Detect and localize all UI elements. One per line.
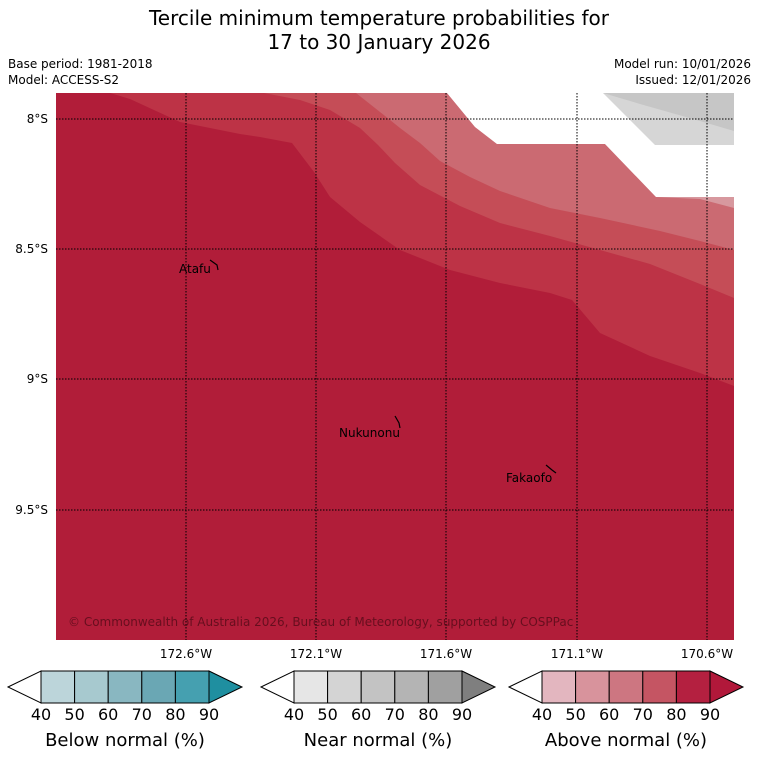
place-atafu: Atafu xyxy=(179,262,211,276)
near-tick-70: 70 xyxy=(384,705,405,724)
near-tick-60: 60 xyxy=(351,705,372,724)
cbar-above-seg-2 xyxy=(575,670,610,704)
below-tick-90: 90 xyxy=(198,705,220,724)
near-tick-40: 40 xyxy=(283,705,305,724)
place-labels: Atafu Nukunonu Fakaofo xyxy=(179,262,552,485)
below-tick-60: 60 xyxy=(98,705,119,724)
map-gridlines xyxy=(56,93,734,640)
colorbar-near-normal xyxy=(259,670,497,704)
issued-date: Issued: 12/01/2026 xyxy=(635,73,751,87)
colorbar-label-above-normal: Above normal (%) xyxy=(544,730,708,751)
colorbar-above-normal xyxy=(507,670,745,704)
cbar-near-seg-2 xyxy=(327,670,362,704)
above-tick-70: 70 xyxy=(632,705,653,724)
coastlines xyxy=(209,259,557,474)
lon-label-172-6w: 172.6°W xyxy=(160,647,212,661)
lat-label-8s: 8°S xyxy=(27,112,48,126)
lon-label-170-6w: 170.6°W xyxy=(681,647,733,661)
model-run: Model run: 10/01/2026 xyxy=(613,57,751,71)
above-tick-50: 50 xyxy=(565,705,586,724)
below-tick-50: 50 xyxy=(64,705,85,724)
lon-label-172-1w: 172.1°W xyxy=(290,647,342,661)
lat-label-8-5s: 8.5°S xyxy=(15,242,48,256)
below-tick-70: 70 xyxy=(131,705,152,724)
place-nukunonu: Nukunonu xyxy=(339,426,400,440)
place-fakaofo: Fakaofo xyxy=(506,471,552,485)
map-fill-layer xyxy=(56,93,734,640)
base-period: Base period: 1981-2018 xyxy=(8,57,153,71)
cbar-above-seg-1 xyxy=(541,670,577,704)
colorbar-below-normal xyxy=(6,670,244,704)
near-tick-50: 50 xyxy=(317,705,338,724)
cbar-below-seg-5 xyxy=(174,670,210,704)
below-tick-40: 40 xyxy=(30,705,52,724)
cbar-above-min-arrow xyxy=(507,670,543,704)
cbar-above-max-arrow xyxy=(709,670,745,704)
cbar-above-seg-3 xyxy=(608,670,644,704)
lon-label-171-6w: 171.6°W xyxy=(420,647,472,661)
colorbar-label-near-normal: Near normal (%) xyxy=(303,730,453,751)
above-tick-80: 80 xyxy=(666,705,687,724)
copyright-notice: © Commonwealth of Australia 2026, Bureau… xyxy=(68,615,573,629)
below-tick-80: 80 xyxy=(165,705,186,724)
longitude-labels: 172.6°W 172.1°W 171.6°W 171.1°W 170.6°W xyxy=(160,647,733,661)
above-tick-40: 40 xyxy=(531,705,553,724)
cbar-near-seg-1 xyxy=(293,670,329,704)
colorbar-label-below-normal: Below normal (%) xyxy=(45,730,205,751)
lon-label-171-1w: 171.1°W xyxy=(551,647,603,661)
cbar-below-max-arrow xyxy=(208,670,244,704)
cbar-below-seg-2 xyxy=(74,670,109,704)
latitude-labels: 8°S 8.5°S 9°S 9.5°S xyxy=(15,112,48,517)
above-tick-60: 60 xyxy=(599,705,620,724)
fill-near-60 xyxy=(603,93,734,131)
near-tick-80: 80 xyxy=(418,705,439,724)
chart-title-line-1: Tercile minimum temperature probabilitie… xyxy=(148,6,610,30)
above-tick-90: 90 xyxy=(699,705,721,724)
near-tick-90: 90 xyxy=(451,705,473,724)
lat-label-9s: 9°S xyxy=(27,372,48,386)
cbar-below-seg-1 xyxy=(40,670,76,704)
cbar-below-seg-4 xyxy=(141,670,176,704)
cbar-near-seg-5 xyxy=(427,670,463,704)
cbar-near-seg-3 xyxy=(360,670,396,704)
cbar-near-min-arrow xyxy=(259,670,295,704)
lat-label-9-5s: 9.5°S xyxy=(15,503,48,517)
cbar-below-min-arrow xyxy=(6,670,42,704)
cbar-near-max-arrow xyxy=(461,670,497,704)
cbar-above-seg-5 xyxy=(675,670,711,704)
cbar-below-seg-3 xyxy=(107,670,143,704)
cbar-above-seg-4 xyxy=(642,670,677,704)
model-name: Model: ACCESS-S2 xyxy=(8,73,120,87)
chart-title-line-2: 17 to 30 January 2026 xyxy=(267,30,491,54)
cbar-near-seg-4 xyxy=(394,670,429,704)
